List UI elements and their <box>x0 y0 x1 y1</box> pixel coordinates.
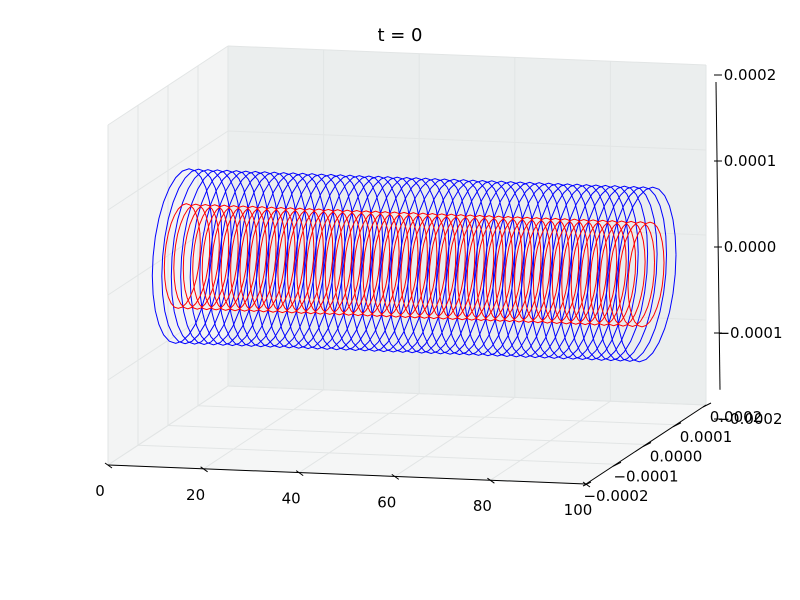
grid-line-z-back <box>227 45 707 66</box>
outer-ring <box>530 183 592 359</box>
outer-ring <box>615 186 677 363</box>
outer-ring <box>568 184 630 361</box>
y-tick <box>702 402 712 408</box>
outer-ring <box>605 186 667 362</box>
outer-ring <box>511 182 573 359</box>
outer-ring <box>227 171 289 347</box>
outer-ring <box>303 174 365 350</box>
grid-line-z-side <box>107 300 229 381</box>
outer-ring <box>199 170 261 346</box>
x-tick <box>104 462 113 469</box>
y-tick <box>612 461 622 467</box>
grid-line-z-back <box>227 130 707 151</box>
x-tick-label: 80 <box>473 497 492 515</box>
outer-ring <box>416 178 478 355</box>
outer-ring <box>539 183 601 360</box>
outer-ring <box>180 169 242 346</box>
outer-ring <box>341 175 403 352</box>
outer-ring <box>407 178 469 355</box>
y-tick-label: −0.0001 <box>613 467 678 485</box>
outer-ring <box>208 170 270 347</box>
x-tick <box>391 473 400 480</box>
outer-ring <box>293 173 355 350</box>
outer-ring <box>322 175 384 351</box>
grid-line-y-floor <box>167 425 647 445</box>
outer-ring <box>189 169 251 346</box>
grid-line-y-floor <box>137 444 617 465</box>
x-tick-label: 0 <box>95 482 105 500</box>
grid-line-z-side <box>107 130 229 211</box>
y-tick-label: 0.0000 <box>650 448 703 466</box>
outer-ring <box>388 177 450 354</box>
x-tick <box>487 477 495 484</box>
outer-ring <box>473 181 535 357</box>
outer-ring <box>274 173 336 349</box>
series-inner-rings <box>163 203 665 328</box>
outer-ring <box>378 177 440 353</box>
outer-ring <box>445 179 507 356</box>
y-tick <box>582 481 592 487</box>
outer-ring <box>577 185 639 361</box>
x-axis-line <box>107 464 587 485</box>
series-outer-rings <box>151 168 677 363</box>
grid-line-y-floor <box>197 405 677 426</box>
x-tick <box>295 470 304 477</box>
grid-line-z-back <box>227 385 707 406</box>
outer-ring <box>265 172 327 349</box>
chart-title: t = 0 <box>377 25 422 46</box>
outer-ring <box>454 180 516 356</box>
outer-ring <box>482 181 544 358</box>
grid-line-z-side <box>107 45 229 126</box>
outer-ring <box>236 171 298 348</box>
outer-ring <box>558 184 620 361</box>
z-tick-label: −0.0001 <box>717 324 782 342</box>
outer-ring <box>369 176 431 353</box>
outer-ring <box>587 185 649 362</box>
z-tick-label: 0.0001 <box>724 152 777 170</box>
x-tick-label: 100 <box>564 501 593 519</box>
x-tick-label: 20 <box>186 486 205 504</box>
outer-ring <box>284 173 346 350</box>
outer-ring <box>397 178 459 354</box>
data-rings <box>151 168 677 363</box>
outer-ring <box>170 169 232 345</box>
outer-ring <box>435 179 497 356</box>
outer-ring <box>161 168 223 345</box>
y-tick-label: 0.0002 <box>710 408 763 426</box>
outer-ring <box>501 182 563 358</box>
x-tick-label: 60 <box>377 493 396 511</box>
outer-ring <box>464 180 526 357</box>
outer-ring <box>596 185 658 362</box>
y-tick <box>642 442 652 447</box>
outer-ring <box>520 182 582 359</box>
outer-ring <box>246 172 308 348</box>
y-tick <box>672 422 682 428</box>
outer-ring <box>151 168 213 344</box>
outer-ring <box>492 181 554 358</box>
z-tick-label: 0.0002 <box>724 66 777 84</box>
y-tick-label: −0.0002 <box>583 487 648 505</box>
y-tick-label: 0.0001 <box>680 428 733 446</box>
grid-line-z-side <box>107 385 229 466</box>
x-tick <box>200 466 208 473</box>
outer-ring <box>549 184 611 360</box>
outer-ring <box>255 172 317 349</box>
outer-ring <box>426 179 488 355</box>
outer-ring <box>218 170 280 347</box>
axis-ticks: 0 20 40 60 80 100−0.0002−0.00010.00000.00010.… <box>95 66 782 519</box>
outer-ring <box>331 175 393 352</box>
inner-ring <box>627 221 665 328</box>
outer-ring <box>312 174 374 351</box>
outer-ring <box>350 176 412 352</box>
outer-ring <box>359 176 421 353</box>
z-tick-label: −0.0002 <box>717 410 782 428</box>
x-tick-label: 40 <box>282 490 301 508</box>
z-axis-line <box>715 81 721 390</box>
z-tick-label: 0.0000 <box>724 238 777 256</box>
